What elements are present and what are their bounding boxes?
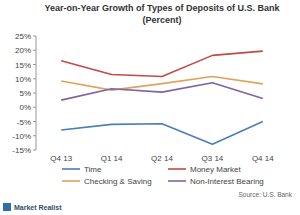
series-line: [61, 76, 263, 90]
y-axis: [36, 36, 37, 150]
legend-label: Checking & Saving: [84, 177, 152, 186]
legend-label: Time: [84, 165, 102, 174]
x-tick-label: Q3 14: [202, 154, 224, 163]
plot-area: [61, 51, 263, 144]
legend-label: Non-Interest Bearing: [190, 177, 264, 186]
y-tick-label: 15%: [15, 61, 31, 70]
legend-swatch: [168, 168, 186, 170]
y-tick-label: 25%: [15, 32, 31, 41]
legend-swatch: [62, 168, 80, 170]
series-line: [61, 83, 263, 100]
y-tick-label: -5%: [17, 118, 31, 127]
chart: Year-on-Year Growth of Types of Deposits…: [0, 0, 300, 215]
x-tick-label: Q2 14: [151, 154, 173, 163]
logo-mark: [3, 203, 11, 211]
legend-swatch: [168, 180, 186, 182]
logo: Market Realist: [14, 204, 62, 211]
source: Source: U.S. Bank: [239, 191, 293, 198]
series-line: [61, 51, 263, 76]
y-tick-label: 20%: [15, 46, 31, 55]
legend-swatch: [62, 180, 80, 182]
y-tick-label: 0%: [19, 103, 31, 112]
x-tick-label: Q1 14: [101, 154, 123, 163]
y-tick-label: 5%: [19, 89, 31, 98]
y-tick-label: -15%: [12, 146, 31, 155]
y-tick-label: -10%: [12, 132, 31, 141]
legend-label: Money Market: [190, 165, 241, 174]
y-tick-label: 10%: [15, 75, 31, 84]
title: Year-on-Year Growth of Types of Deposits…: [45, 3, 281, 13]
x-tick-label: Q4 14: [252, 154, 274, 163]
series-line: [61, 122, 263, 145]
subtitle: (Percent): [142, 15, 181, 25]
x-tick-label: Q4 13: [50, 154, 72, 163]
